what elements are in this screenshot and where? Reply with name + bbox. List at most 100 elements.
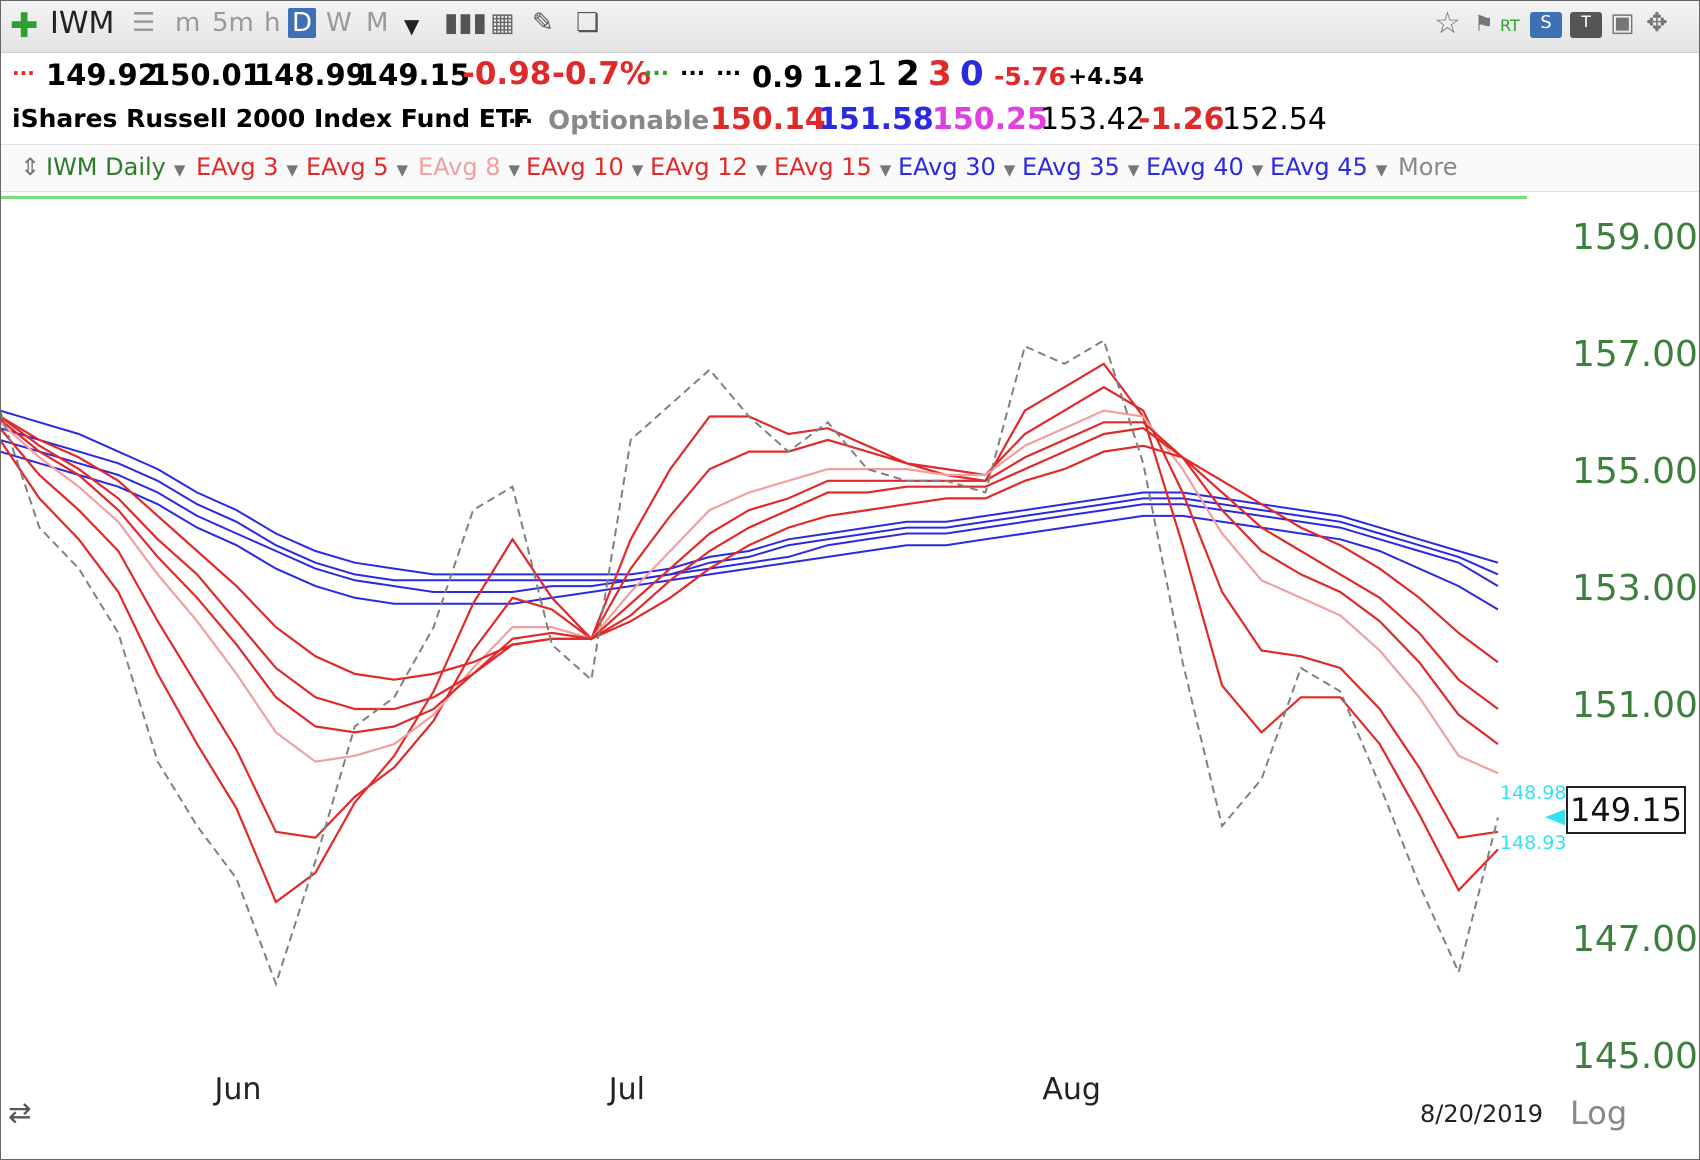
pencil-icon[interactable]: ✎: [532, 8, 554, 38]
s-badge-icon[interactable]: S: [1530, 12, 1562, 38]
log-scale-toggle[interactable]: Log: [1570, 1094, 1628, 1132]
quote-close: 149.15: [358, 58, 470, 92]
rt-label[interactable]: RT: [1500, 16, 1520, 35]
study-eavg-40[interactable]: EAvg 40 ▼: [1146, 153, 1264, 181]
study-label: EAvg 10: [526, 153, 624, 181]
quote-dots-3: ...: [680, 56, 706, 81]
interval-5min[interactable]: 5m: [212, 8, 254, 38]
series-line-eavg-40: [0, 438, 1499, 593]
series-line-eavg-35: [0, 427, 1499, 582]
quote-high: 150.01: [150, 58, 262, 92]
series-line-eavg-45: [0, 450, 1499, 611]
y-tick-label: 145.00: [1572, 1036, 1698, 1077]
updown-icon[interactable]: ⇕: [20, 153, 41, 181]
study-main-label: IWM Daily: [46, 153, 166, 181]
study-label: EAvg 40: [1146, 153, 1244, 181]
interval-minute[interactable]: m: [175, 8, 201, 38]
quote-dots-4: ...: [716, 56, 742, 81]
quote-value-1: 0.9: [752, 60, 804, 94]
y-tick-label: 151.00: [1572, 684, 1698, 726]
study-eavg-8[interactable]: EAvg 8 ▼: [418, 153, 521, 181]
series-line-eavg-3: [0, 362, 1499, 904]
x-month-label: Jun: [214, 1072, 262, 1107]
flag-icon[interactable]: ⚑: [1474, 12, 1494, 37]
interval-dropdown-icon[interactable]: ▼: [404, 14, 420, 38]
quote-open: 149.92: [46, 58, 158, 92]
more-button[interactable]: More: [1398, 153, 1458, 181]
quote-dots-1: ...: [12, 56, 35, 80]
add-plus-icon[interactable]: ✚: [10, 6, 39, 46]
quote-change: -0.98: [462, 56, 552, 92]
price-close-line: [0, 338, 1499, 987]
instrument-name: iShares Russell 2000 Index Fund ETF: [12, 104, 531, 133]
interval-weekly[interactable]: W: [326, 8, 352, 38]
last-price-marker: [1545, 809, 1565, 826]
last-price-label: 149.15: [1566, 786, 1686, 834]
quote-count-1: 1: [866, 54, 888, 94]
table-icon[interactable]: ▦: [490, 8, 515, 38]
series-line-eavg-8: [0, 409, 1499, 775]
cyan-price-label: 148.93: [1500, 832, 1567, 854]
quote-price-1: 150.14: [710, 102, 826, 137]
study-bar: ⇕ IWM Daily ▼ EAvg 3 ▼ EAvg 5 ▼ EAvg 8 ▼ EAv…: [0, 144, 1700, 192]
symbol-label[interactable]: IWM: [50, 6, 115, 41]
study-label: EAvg 35: [1022, 153, 1120, 181]
t-badge-icon[interactable]: T: [1570, 12, 1602, 38]
bar-chart-icon[interactable]: ▮▮▮: [444, 8, 487, 38]
y-tick-label: 153.00: [1572, 567, 1698, 609]
interval-monthly[interactable]: M: [366, 8, 389, 38]
study-label: EAvg 12: [650, 153, 748, 181]
study-eavg-30[interactable]: EAvg 30 ▼: [898, 153, 1016, 181]
quote-value-2: 1.2: [812, 60, 864, 94]
study-label: EAvg 8: [418, 153, 501, 181]
quote-price-6: 152.54: [1222, 102, 1327, 137]
save-icon[interactable]: ▣: [1610, 8, 1635, 38]
study-eavg-15[interactable]: EAvg 15 ▼: [774, 153, 892, 181]
series-line-eavg-12: [0, 415, 1499, 711]
interval-hour[interactable]: h: [264, 8, 281, 38]
quote-value-3: -5.76: [994, 62, 1067, 91]
series-line-eavg-15: [0, 415, 1499, 681]
study-label: EAvg 30: [898, 153, 996, 181]
quote-value-4: +4.54: [1068, 64, 1145, 90]
refresh-icon[interactable]: ⇄: [8, 1096, 32, 1129]
study-label: EAvg 15: [774, 153, 872, 181]
x-month-label: Jul: [608, 1072, 645, 1107]
x-month-label: Aug: [1042, 1072, 1101, 1107]
study-main[interactable]: IWM Daily ▼: [46, 153, 186, 181]
quote-dots-5: ...: [508, 104, 534, 129]
y-tick-label: 157.00: [1572, 333, 1698, 375]
quote-price-4: 153.42: [1040, 102, 1145, 137]
quote-price-3: 150.25: [932, 102, 1048, 137]
interval-daily[interactable]: D: [288, 8, 317, 38]
optionable-label: Optionable: [548, 106, 710, 136]
current-date-label: 8/20/2019: [1420, 1100, 1544, 1128]
layers-icon[interactable]: ❏: [576, 8, 600, 38]
chart-top-line: [0, 196, 1527, 199]
quote-line-2: iShares Russell 2000 Index Fund ETF ... …: [0, 100, 1700, 144]
list-icon[interactable]: ☰: [132, 8, 156, 38]
y-tick-label: 147.00: [1572, 918, 1698, 960]
study-label: EAvg 45: [1270, 153, 1368, 181]
quote-change-pct: -0.7%: [552, 56, 651, 92]
series-line-eavg-30: [0, 409, 1499, 576]
quote-count-3: 3: [928, 54, 952, 94]
quote-dots-2: ...: [644, 56, 670, 81]
series-line-eavg-5: [0, 385, 1499, 839]
quote-count-2: 2: [896, 54, 920, 94]
study-eavg-10[interactable]: EAvg 10 ▼: [526, 153, 644, 181]
move-icon[interactable]: ✥: [1646, 8, 1668, 38]
study-eavg-5[interactable]: EAvg 5 ▼: [306, 153, 409, 181]
study-eavg-12[interactable]: EAvg 12 ▼: [650, 153, 768, 181]
y-tick-label: 155.00: [1572, 450, 1698, 492]
quote-price-2: 151.58: [818, 102, 934, 137]
quote-count-4: 0: [960, 54, 984, 94]
star-icon[interactable]: ☆: [1434, 6, 1461, 41]
quote-line-1: ... 149.92 150.01 148.99 149.15 -0.98 -0…: [0, 52, 1700, 100]
study-eavg-3[interactable]: EAvg 3 ▼: [196, 153, 299, 181]
y-tick-label: 159.00: [1572, 216, 1698, 258]
quote-low: 148.99: [254, 58, 366, 92]
study-eavg-45[interactable]: EAvg 45 ▼: [1270, 153, 1388, 181]
study-eavg-35[interactable]: EAvg 35 ▼: [1022, 153, 1140, 181]
